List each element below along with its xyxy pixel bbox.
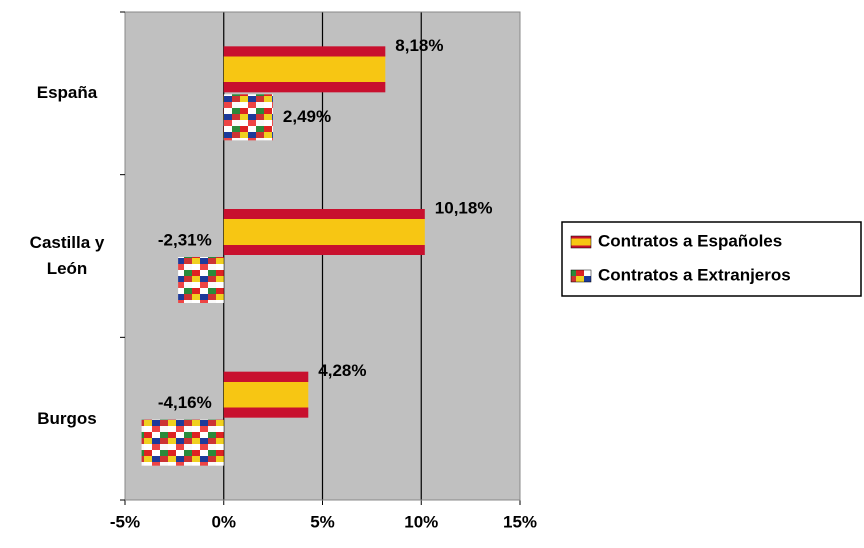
data-label: -4,16% [158, 393, 212, 412]
category-label: España [36, 83, 98, 103]
data-label: -2,31% [158, 230, 212, 249]
bar [223, 46, 386, 93]
category-label: Burgos [37, 408, 97, 428]
data-label: 4,28% [318, 361, 366, 380]
x-tick-label: 0% [211, 512, 236, 531]
category-label: Castilla y León [29, 233, 105, 278]
legend-box [561, 221, 862, 297]
bar [223, 209, 425, 255]
plot-border [124, 11, 521, 501]
x-tick-label: 5% [310, 512, 335, 531]
legend-label: Contratos a Extranjeros [598, 265, 791, 284]
legend-swatch [570, 235, 592, 249]
x-tick-label: 10% [404, 512, 438, 531]
data-label: 10,18% [435, 198, 493, 217]
bar [178, 257, 224, 303]
data-label: 2,49% [283, 107, 331, 126]
legend-swatch [570, 269, 592, 283]
legend: Contratos a Españoles Contratos a Extranj… [561, 221, 862, 297]
legend-label: Contratos a Españoles [598, 231, 782, 250]
x-tick-label: 15% [503, 512, 537, 531]
bar [141, 419, 224, 466]
x-tick-label: -5% [110, 512, 140, 531]
bar [223, 371, 309, 418]
data-label: 8,18% [395, 36, 443, 55]
bar [223, 94, 273, 141]
